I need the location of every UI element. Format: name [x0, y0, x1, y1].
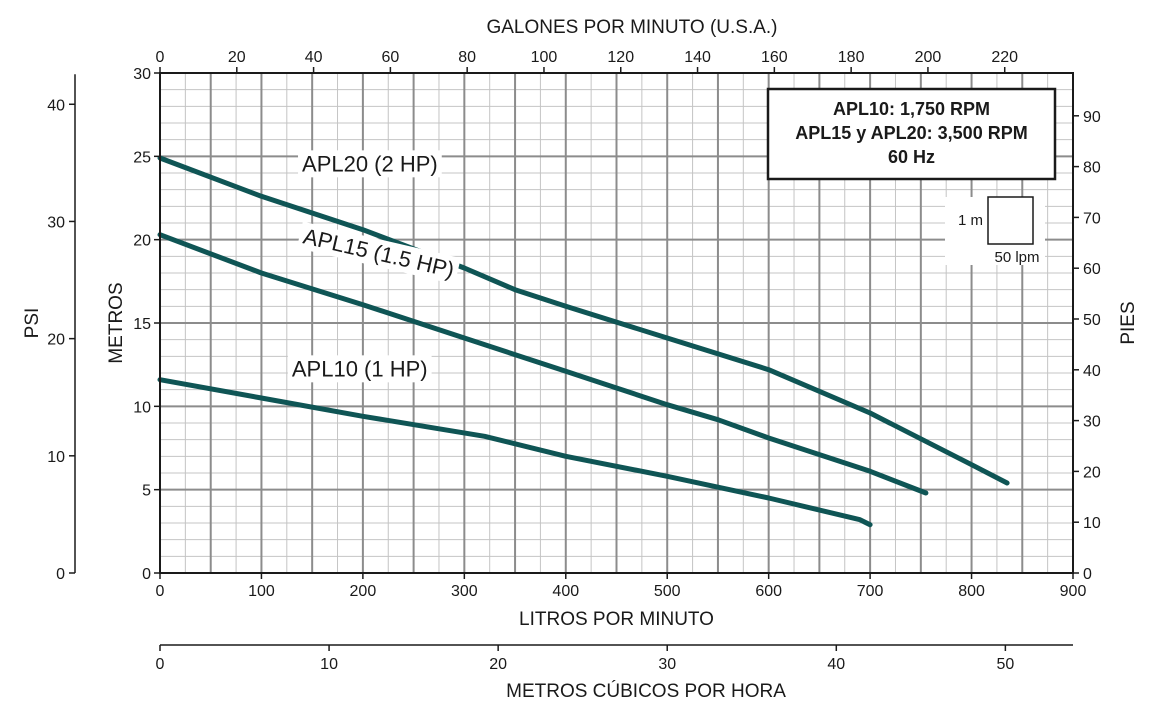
- m3h-axis-title: METROS CÚBICOS POR HORA: [506, 680, 786, 702]
- series-label-bg-1: [296, 221, 461, 285]
- scale-legend-width-label: 50 lpm: [994, 249, 1039, 266]
- right-axis-title: PIES: [1118, 301, 1139, 344]
- x-tick-label: 700: [857, 583, 884, 600]
- y-tick-label: 5: [142, 483, 151, 500]
- info-box-line-2: 60 Hz: [888, 147, 935, 167]
- top-tick-label: 40: [305, 49, 323, 66]
- top-tick-label: 60: [381, 49, 399, 66]
- info-box-line-0: APL10: 1,750 RPM: [833, 99, 990, 119]
- top-tick-label: 80: [458, 49, 476, 66]
- right-tick-label: 30: [1083, 414, 1101, 431]
- y-tick-label: 15: [133, 316, 151, 333]
- m3h-tick-label: 40: [827, 656, 845, 673]
- right-tick-label: 0: [1083, 566, 1092, 583]
- right-tick-label: 60: [1083, 261, 1101, 278]
- m3h-tick-label: 0: [156, 656, 165, 673]
- y-tick-label: 25: [133, 149, 151, 166]
- m3h-tick-label: 50: [996, 656, 1014, 673]
- series-label-group-2: APL10 (1 HP): [287, 355, 432, 383]
- x-tick-label: 300: [451, 583, 478, 600]
- series-label-group-0: APL20 (2 HP): [298, 150, 442, 178]
- x-axis-title: LITROS POR MINUTO: [519, 609, 714, 630]
- top-tick-label: 100: [531, 49, 558, 66]
- x-tick-label: 100: [248, 583, 275, 600]
- right-tick-label: 70: [1083, 210, 1101, 227]
- psi-tick-label: 40: [47, 97, 65, 114]
- pump-curves: [157, 155, 1010, 528]
- scale-legend-cell: [987, 196, 1034, 245]
- series-label-0: APL20 (2 HP): [302, 151, 438, 176]
- top-tick-label: 140: [684, 49, 711, 66]
- series-line-0: [157, 155, 1010, 486]
- x-tick-label: 200: [350, 583, 377, 600]
- series-line-1: [157, 232, 929, 496]
- info-box: [766, 87, 1057, 181]
- m3h-tick-label: 20: [489, 656, 507, 673]
- m3h-tick-label: 30: [658, 656, 676, 673]
- top-axis-title: GALONES POR MINUTO (U.S.A.): [486, 17, 777, 38]
- right-tick-label: 80: [1083, 160, 1101, 177]
- x-tick-label: 400: [552, 583, 579, 600]
- top-tick-label: 200: [915, 49, 942, 66]
- top-tick-label: 180: [838, 49, 865, 66]
- series-line-2: [157, 377, 873, 528]
- psi-tick-label: 0: [56, 566, 65, 583]
- x-tick-label: 0: [156, 583, 165, 600]
- psi-tick-label: 10: [47, 449, 65, 466]
- x-tick-label: 800: [958, 583, 985, 600]
- x-tick-label: 600: [755, 583, 782, 600]
- psi-tick-label: 30: [47, 214, 65, 231]
- scale-legend-height-label: 1 m: [958, 212, 983, 229]
- top-tick-label: 0: [156, 49, 165, 66]
- top-tick-label: 220: [991, 49, 1018, 66]
- x-tick-label: 900: [1060, 583, 1087, 600]
- y-tick-label: 20: [133, 233, 151, 250]
- series-label-2: APL10 (1 HP): [292, 356, 428, 381]
- y-axis-title: METROS: [106, 282, 127, 363]
- info-box-line-1: APL15 y APL20: 3,500 RPM: [795, 123, 1027, 143]
- y-tick-label: 30: [133, 66, 151, 83]
- top-tick-label: 160: [761, 49, 788, 66]
- y-tick-label: 10: [133, 399, 151, 416]
- right-tick-label: 20: [1083, 464, 1101, 481]
- right-tick-label: 10: [1083, 515, 1101, 532]
- series-label-bg-2: [287, 355, 432, 383]
- y-tick-label: 0: [142, 566, 151, 583]
- psi-axis-title: PSI: [22, 308, 43, 339]
- top-tick-label: 20: [228, 49, 246, 66]
- series-label-bg-0: [298, 150, 442, 178]
- right-tick-label: 40: [1083, 363, 1101, 380]
- m3h-tick-label: 10: [320, 656, 338, 673]
- right-tick-label: 90: [1083, 109, 1101, 126]
- x-tick-label: 500: [654, 583, 681, 600]
- right-tick-label: 50: [1083, 312, 1101, 329]
- top-tick-label: 120: [607, 49, 634, 66]
- psi-tick-label: 20: [47, 332, 65, 349]
